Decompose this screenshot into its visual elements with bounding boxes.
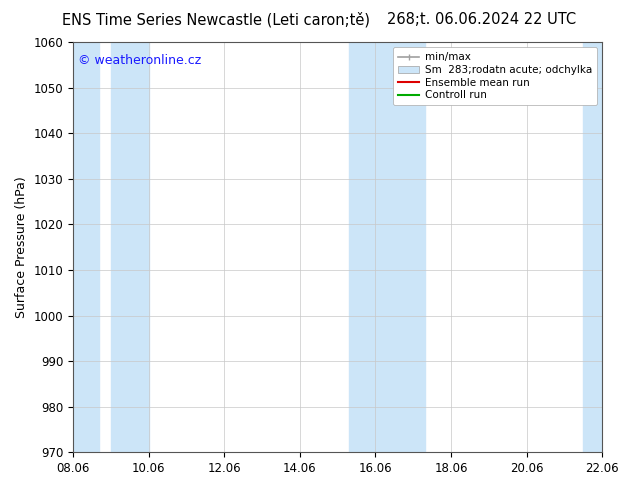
Y-axis label: Surface Pressure (hPa): Surface Pressure (hPa) [15,176,28,318]
Bar [349,42,425,452]
Text: © weatheronline.cz: © weatheronline.cz [79,54,202,67]
Text: 268;t. 06.06.2024 22 UTC: 268;t. 06.06.2024 22 UTC [387,12,576,27]
Bar [583,42,602,452]
Legend: min/max, Sm  283;rodatn acute; odchylka, Ensemble mean run, Controll run: min/max, Sm 283;rodatn acute; odchylka, … [393,47,597,105]
Bar [73,42,100,452]
Text: ENS Time Series Newcastle (Leti caron;tě): ENS Time Series Newcastle (Leti caron;tě… [61,12,370,28]
Bar [111,42,148,452]
